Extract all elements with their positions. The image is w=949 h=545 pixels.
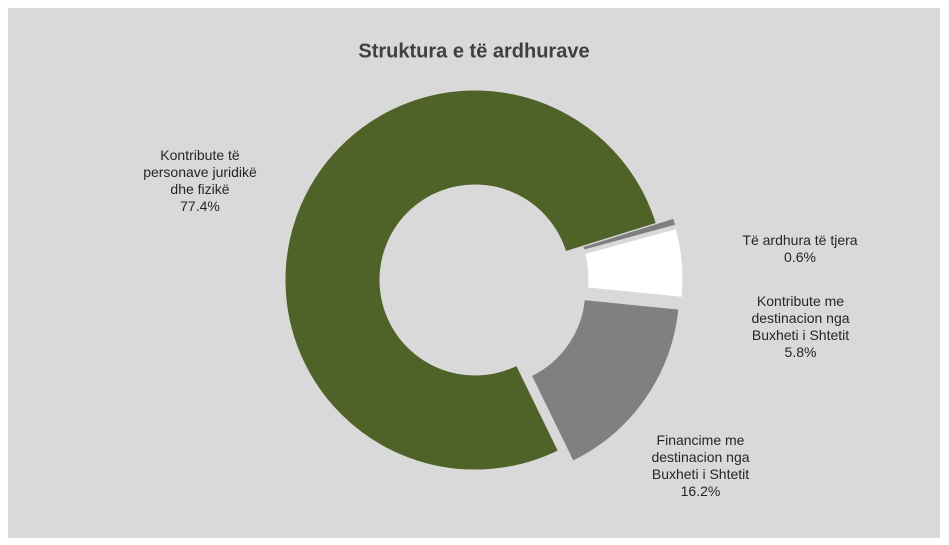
- value-label: 5.8%: [784, 344, 817, 360]
- category-label: Financime me destinacion nga Buxheti i S…: [651, 432, 750, 482]
- category-label: Të ardhura të tjera: [742, 232, 858, 248]
- slice-label: Kontribute me destinacion nga Buxheti i …: [738, 293, 863, 361]
- slice-label: Kontribute të personave juridikë dhe fiz…: [135, 147, 265, 215]
- category-label: Kontribute të personave juridikë dhe fiz…: [143, 147, 257, 197]
- value-label: 16.2%: [680, 483, 721, 499]
- chart-title: Struktura e të ardhurave: [358, 40, 589, 62]
- slice-label: Financime me destinacion nga Buxheti i S…: [638, 432, 763, 500]
- donut-slice: [530, 299, 680, 462]
- donut-slice: [284, 89, 657, 471]
- category-label: Kontribute me destinacion nga Buxheti i …: [751, 293, 850, 343]
- value-label: 77.4%: [180, 198, 220, 214]
- slice-label: Të ardhura të tjera 0.6%: [715, 232, 885, 266]
- donut-slice: [582, 217, 677, 251]
- value-label: 0.6%: [784, 249, 816, 265]
- donut-slice: [584, 228, 684, 298]
